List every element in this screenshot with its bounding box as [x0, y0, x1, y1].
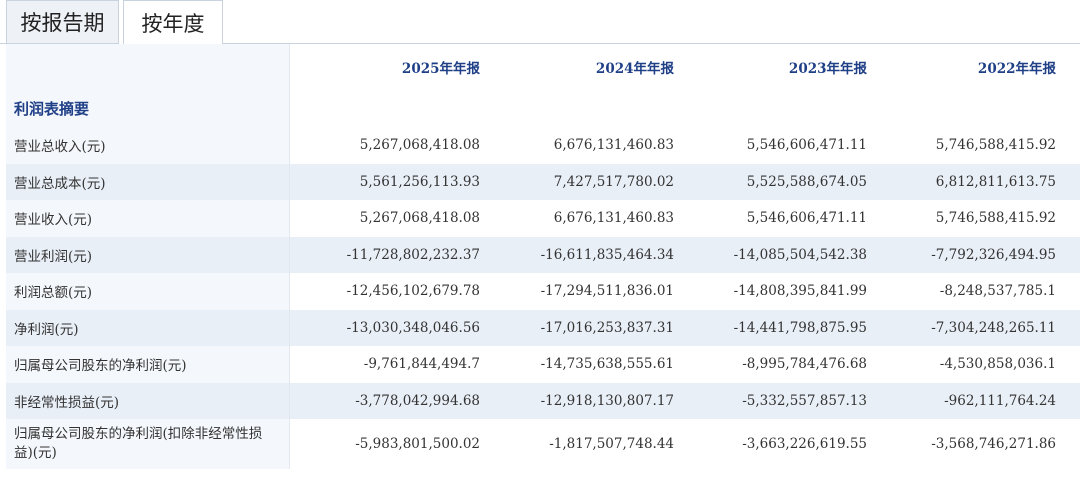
value-cell: -12,456,102,679.78 [290, 273, 480, 310]
section-title: 利润表摘要 [6, 90, 290, 127]
value-cell: 6,676,131,460.83 [480, 127, 674, 164]
empty-cell [867, 90, 1080, 127]
table-row: 净利润(元) -13,030,348,046.56 -17,016,253,837.… [6, 309, 1080, 346]
column-header: 2024年年报 [480, 44, 674, 90]
value-cell: -8,248,537,785.1 [867, 273, 1080, 310]
value-cell: -7,304,248,265.11 [867, 309, 1080, 346]
table-row: 利润总额(元) -12,456,102,679.78 -17,294,511,836… [6, 273, 1080, 310]
row-label: 归属母公司股东的净利润(扣除非经常性损益)(元) [6, 419, 290, 469]
row-label: 净利润(元) [6, 309, 290, 346]
tab-by-year[interactable]: 按年度 [123, 0, 223, 45]
empty-cell [480, 90, 674, 127]
row-label: 营业收入(元) [6, 200, 290, 237]
value-cell: 5,746,588,415.92 [867, 200, 1080, 237]
table-row: 归属母公司股东的净利润(扣除非经常性损益)(元) -5,983,801,500.0… [6, 419, 1080, 469]
table-row: 营业收入(元) 5,267,068,418.08 6,676,131,460.83 5… [6, 200, 1080, 237]
value-cell: -3,663,226,619.55 [674, 419, 867, 469]
value-cell: -11,728,802,232.37 [290, 236, 480, 273]
row-label: 非经常性损益(元) [6, 382, 290, 419]
value-cell: 5,561,256,113.93 [290, 163, 480, 200]
row-label: 营业总成本(元) [6, 163, 290, 200]
header-label-cell [6, 44, 290, 90]
table-row: 归属母公司股东的净利润(元) -9,761,844,494.7 -14,735,63… [6, 346, 1080, 383]
value-cell: -12,918,130,807.17 [480, 382, 674, 419]
value-cell: -1,817,507,748.44 [480, 419, 674, 469]
value-cell: 6,812,811,613.75 [867, 163, 1080, 200]
table-row: 营业总成本(元) 5,561,256,113.93 7,427,517,780.02… [6, 163, 1080, 200]
value-cell: -5,983,801,500.02 [290, 419, 480, 469]
row-label: 营业总收入(元) [6, 127, 290, 164]
value-cell: -962,111,764.24 [867, 382, 1080, 419]
value-cell: 5,546,606,471.11 [674, 127, 867, 164]
table-header-row: 2025年年报 2024年年报 2023年年报 2022年年报 [6, 44, 1080, 90]
row-label: 利润总额(元) [6, 273, 290, 310]
value-cell: 5,267,068,418.08 [290, 127, 480, 164]
value-cell: -13,030,348,046.56 [290, 309, 480, 346]
column-header: 2023年年报 [674, 44, 867, 90]
value-cell: -9,761,844,494.7 [290, 346, 480, 383]
value-cell: 5,267,068,418.08 [290, 200, 480, 237]
value-cell: 5,546,606,471.11 [674, 200, 867, 237]
value-cell: -8,995,784,476.68 [674, 346, 867, 383]
table-row: 营业利润(元) -11,728,802,232.37 -16,611,835,464… [6, 236, 1080, 273]
value-cell: -14,808,395,841.99 [674, 273, 867, 310]
value-cell: -5,332,557,857.13 [674, 382, 867, 419]
table-row: 非经常性损益(元) -3,778,042,994.68 -12,918,130,80… [6, 382, 1080, 419]
column-header: 2022年年报 [867, 44, 1080, 90]
value-cell: -14,735,638,555.61 [480, 346, 674, 383]
table-row: 营业总收入(元) 5,267,068,418.08 6,676,131,460.83… [6, 127, 1080, 164]
value-cell: -4,530,858,036.1 [867, 346, 1080, 383]
value-cell: -17,294,511,836.01 [480, 273, 674, 310]
value-cell: -14,441,798,875.95 [674, 309, 867, 346]
empty-cell [290, 90, 480, 127]
value-cell: 5,746,588,415.92 [867, 127, 1080, 164]
tab-divider [0, 43, 6, 44]
column-header: 2025年年报 [290, 44, 480, 90]
value-cell: 7,427,517,780.02 [480, 163, 674, 200]
value-cell: -3,778,042,994.68 [290, 382, 480, 419]
section-header-row: 利润表摘要 [6, 90, 1080, 127]
empty-cell [674, 90, 867, 127]
income-statement-table: 2025年年报 2024年年报 2023年年报 2022年年报 利润表摘要 营业… [6, 44, 1080, 469]
tab-divider [222, 43, 1080, 44]
value-cell: -14,085,504,542.38 [674, 236, 867, 273]
tab-by-report-period[interactable]: 按报告期 [6, 0, 119, 44]
value-cell: -7,792,326,494.95 [867, 236, 1080, 273]
value-cell: -3,568,746,271.86 [867, 419, 1080, 469]
row-label: 归属母公司股东的净利润(元) [6, 346, 290, 383]
value-cell: -16,611,835,464.34 [480, 236, 674, 273]
value-cell: 5,525,588,674.05 [674, 163, 867, 200]
tab-bar: 按报告期 按年度 [0, 0, 1080, 45]
row-label: 营业利润(元) [6, 236, 290, 273]
value-cell: 6,676,131,460.83 [480, 200, 674, 237]
value-cell: -17,016,253,837.31 [480, 309, 674, 346]
